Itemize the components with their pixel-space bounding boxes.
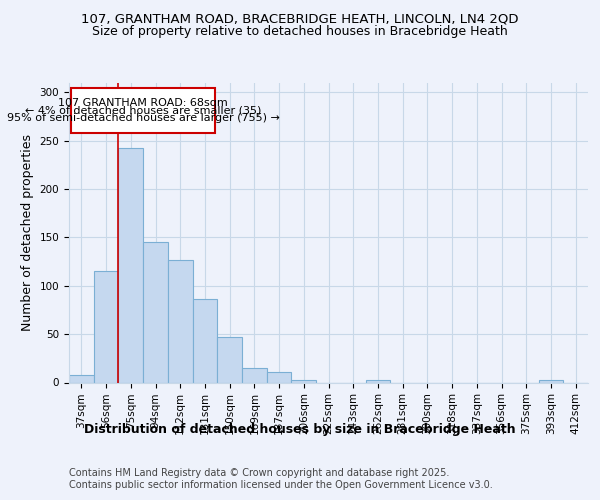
Text: Size of property relative to detached houses in Bracebridge Heath: Size of property relative to detached ho…	[92, 25, 508, 38]
Bar	[118, 148, 143, 382]
Y-axis label: Number of detached properties: Number of detached properties	[21, 134, 34, 331]
Bar	[267, 372, 292, 382]
Bar	[69, 375, 94, 382]
Bar	[292, 380, 316, 382]
Bar	[168, 260, 193, 382]
Text: 107, GRANTHAM ROAD, BRACEBRIDGE HEATH, LINCOLN, LN4 2QD: 107, GRANTHAM ROAD, BRACEBRIDGE HEATH, L…	[81, 12, 519, 26]
Bar	[539, 380, 563, 382]
Text: ← 4% of detached houses are smaller (35): ← 4% of detached houses are smaller (35)	[25, 106, 262, 116]
Text: Contains HM Land Registry data © Crown copyright and database right 2025.: Contains HM Land Registry data © Crown c…	[69, 468, 449, 477]
Text: 107 GRANTHAM ROAD: 68sqm: 107 GRANTHAM ROAD: 68sqm	[58, 98, 228, 108]
Text: 95% of semi-detached houses are larger (755) →: 95% of semi-detached houses are larger (…	[7, 113, 280, 123]
Bar	[143, 242, 168, 382]
Text: Distribution of detached houses by size in Bracebridge Heath: Distribution of detached houses by size …	[84, 422, 516, 436]
Bar	[193, 300, 217, 382]
Bar	[242, 368, 267, 382]
Text: Contains public sector information licensed under the Open Government Licence v3: Contains public sector information licen…	[69, 480, 493, 490]
Bar	[217, 337, 242, 382]
FancyBboxPatch shape	[71, 88, 215, 133]
Bar	[365, 380, 390, 382]
Bar	[94, 271, 118, 382]
